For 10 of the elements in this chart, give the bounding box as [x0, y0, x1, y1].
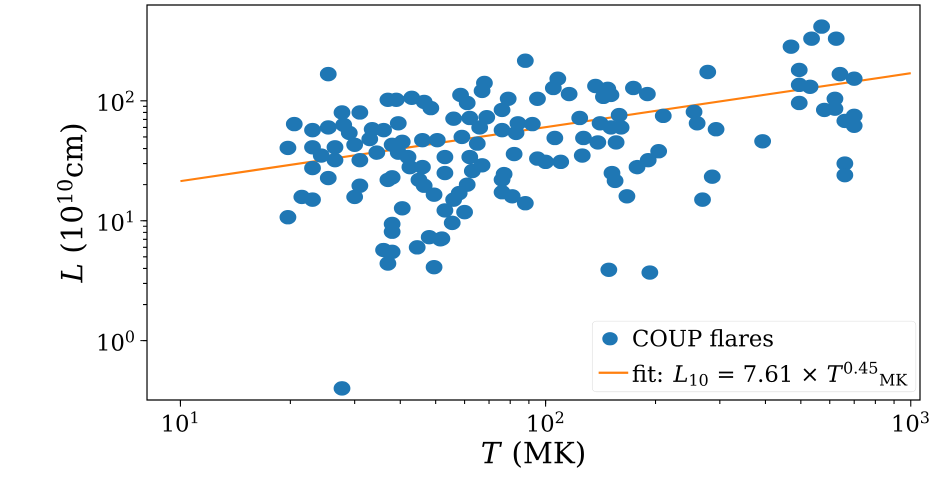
legend-label: COUP flares: [633, 329, 773, 347]
x-axis-title: T (MK): [482, 440, 584, 468]
y-tick-label: 10$^{1}$: [98, 210, 133, 231]
legend-label: fit: L$_{10}$ = 7.61 × T$^{0.45}$MK: [632, 362, 908, 386]
x-tick-label: 10$^{2}$: [528, 411, 564, 432]
x-tick-label: 10$^{1}$: [163, 411, 198, 432]
y-tick-label: 10$^{2}$: [98, 90, 134, 112]
y-axis-title: L (10$^{10}$cm): [57, 124, 87, 283]
x-tick-label: 10$^{3}$: [894, 411, 929, 432]
y-tick-label: 10$^{0}$: [98, 330, 134, 351]
